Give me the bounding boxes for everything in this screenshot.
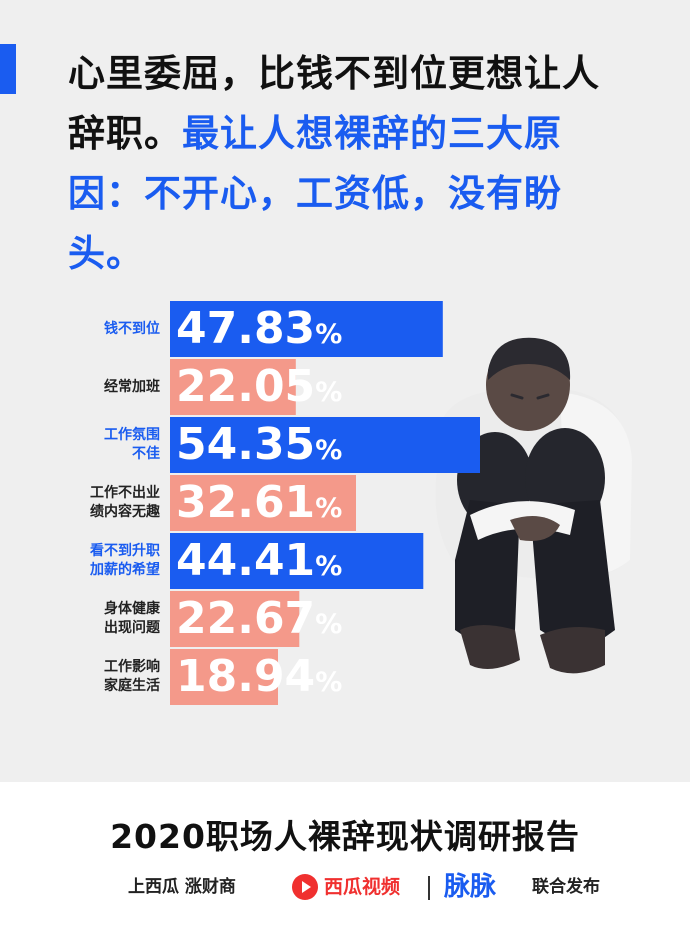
logo-xigua-video: 西瓜视频: [324, 876, 401, 898]
bar-value-4: 32.61%: [176, 475, 342, 531]
bar-5: [170, 533, 424, 589]
publisher-row: 上西瓜 涨财商 西瓜视频 脉脉 联合发布: [0, 865, 690, 909]
bar-value-5: 44.41%: [176, 533, 342, 589]
bar-value-number: 47.83: [176, 303, 316, 354]
headline-black: 心里委屈，比钱不到位更想让人辞职。: [68, 52, 600, 155]
category-label-1: 钱不到位: [60, 320, 160, 339]
bar-2: [170, 359, 296, 415]
sad-person-illustration: [435, 337, 632, 674]
category-label-line: 出现问题: [104, 620, 160, 636]
category-label-line: 经常加班: [104, 378, 160, 395]
bar-chart: [170, 301, 480, 705]
bar-value-unit: %: [315, 493, 343, 524]
bar-value-number: 22.67: [176, 593, 316, 644]
person-hand: [510, 516, 560, 541]
person-shoe-right: [540, 626, 605, 674]
category-label-7: 工作影响 家庭生活: [60, 658, 160, 696]
bar-value-number: 44.41: [176, 535, 316, 586]
bar-value-7: 18.94%: [176, 649, 342, 705]
bar-value-6: 22.67%: [176, 591, 342, 647]
person-eyes: [510, 393, 550, 400]
category-label-5: 看不到升职加薪的希望: [60, 542, 160, 580]
bar-3: [170, 417, 480, 473]
category-label-2: 经常加班: [60, 378, 160, 397]
category-label-line: 看不到升职: [90, 543, 160, 559]
bar-6: [170, 591, 300, 647]
bar-value-unit: %: [315, 377, 343, 408]
xigua-play-icon: [292, 874, 318, 900]
bar-value-number: 18.94: [176, 651, 316, 702]
category-label-3: 工作氛围不佳: [60, 426, 160, 464]
report-title: 2020职场人裸辞现状调研报告: [110, 817, 580, 856]
category-label-line: 钱不到位: [104, 320, 160, 337]
person-shoe-left: [460, 625, 520, 669]
person-hair: [488, 337, 571, 380]
logo-shang-xigua: 上西瓜 涨财商: [128, 877, 236, 897]
bar-value-unit: %: [315, 319, 343, 350]
category-label-6: 身体健康 出现问题: [60, 600, 160, 638]
category-label-4: 工作不出业绩内容无趣: [60, 484, 160, 522]
bar-value-unit: %: [315, 609, 343, 640]
headline: 心里委屈，比钱不到位更想让人辞职。最让人想裸辞的三大原因：不开心，工资低，没有盼…: [68, 44, 628, 284]
category-label-line: 加薪的希望: [90, 562, 160, 578]
category-label-line: 不佳: [132, 446, 160, 462]
headline-blue: 最让人想裸辞的三大原因：不开心，工资低，没有盼头。: [68, 112, 562, 275]
bar-value-number: 22.05: [176, 361, 316, 412]
bar-7: [170, 649, 278, 705]
bar-value-number: 54.35: [176, 419, 316, 470]
accent-bar: [0, 44, 16, 94]
footer-divider: [428, 876, 430, 900]
bar-value-2: 22.05%: [176, 359, 342, 415]
category-label-line: 工作影响: [104, 659, 160, 675]
logo-maimai: 脉脉: [444, 872, 497, 902]
bar-4: [170, 475, 356, 531]
person-leg-left: [455, 500, 520, 650]
category-label-line: 家庭生活: [104, 678, 160, 694]
category-label-line: 工作不出业: [90, 485, 160, 501]
joint-publish-text: 联合发布: [532, 877, 600, 897]
bar-value-3: 54.35%: [176, 417, 342, 473]
bar-value-number: 32.61: [176, 477, 316, 528]
category-label-line: 身体健康: [104, 601, 160, 617]
bar-1: [170, 301, 443, 357]
bar-value-unit: %: [315, 667, 343, 698]
category-label-line: 绩内容无趣: [90, 504, 160, 520]
bar-value-1: 47.83%: [176, 301, 342, 357]
bar-value-unit: %: [315, 551, 343, 582]
category-label-line: 工作氛围: [104, 427, 160, 443]
bar-value-unit: %: [315, 435, 343, 466]
person-leg-right: [530, 500, 615, 655]
